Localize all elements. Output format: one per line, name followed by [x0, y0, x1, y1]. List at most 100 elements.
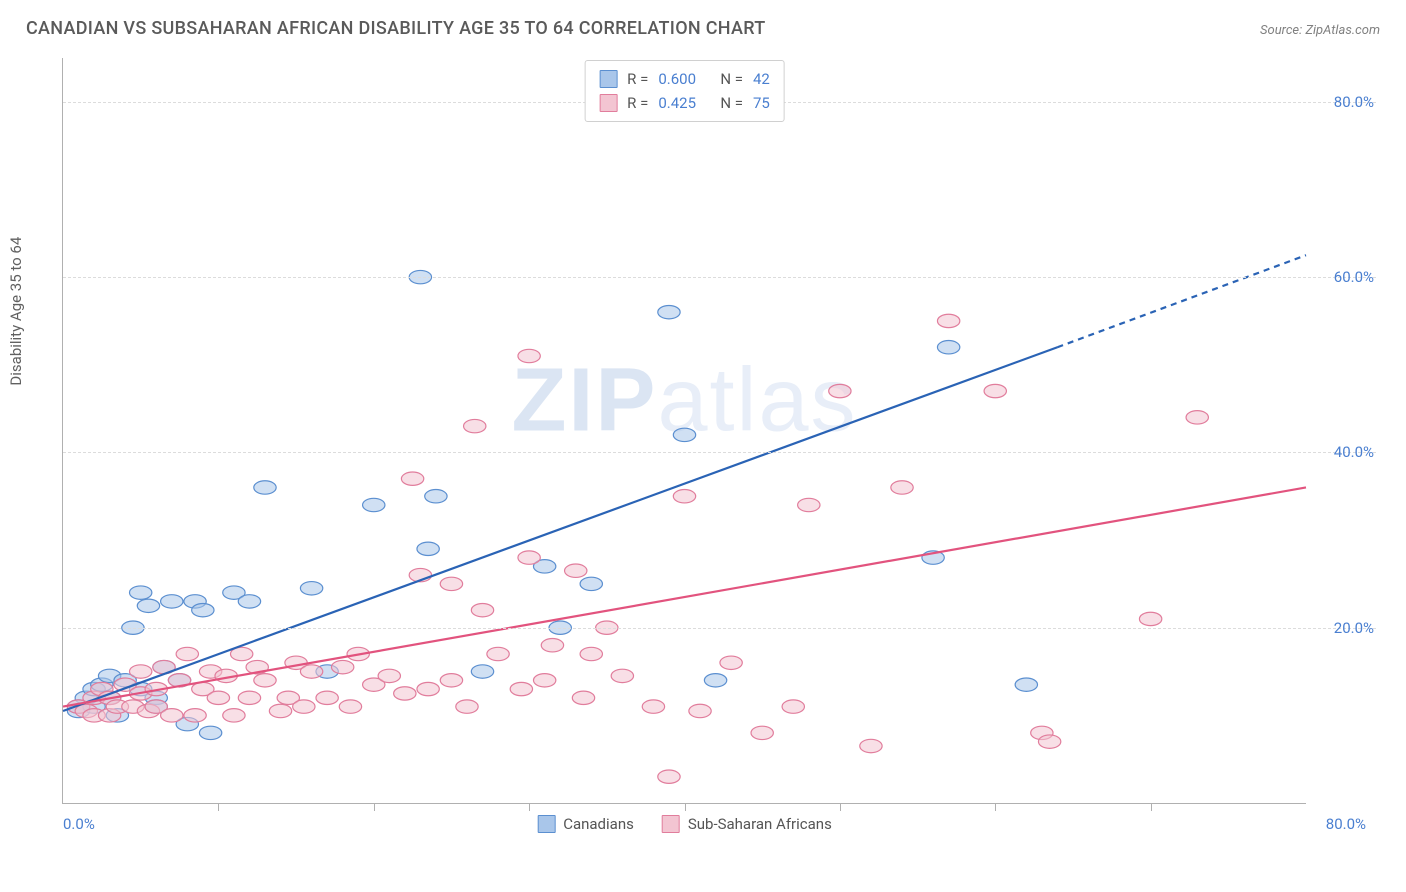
- scatter-point-subsaharan: [339, 700, 361, 713]
- source-attribution: Source: ZipAtlas.com: [1260, 23, 1380, 38]
- scatter-point-subsaharan: [1186, 411, 1208, 424]
- scatter-point-subsaharan: [541, 639, 563, 652]
- x-tick: [840, 803, 841, 811]
- scatter-point-subsaharan: [331, 660, 353, 673]
- scatter-point-canadians: [130, 586, 152, 599]
- source-name: ZipAtlas.com: [1305, 23, 1380, 38]
- scatter-point-canadians: [658, 305, 680, 318]
- scatter-point-subsaharan: [394, 687, 416, 700]
- legend-row-subsaharan: R = 0.425 N = 75: [599, 91, 770, 115]
- scatter-point-subsaharan: [293, 700, 315, 713]
- scatter-point-canadians: [161, 595, 183, 608]
- scatter-point-subsaharan: [751, 726, 773, 739]
- scatter-point-subsaharan: [487, 647, 509, 660]
- scatter-point-subsaharan: [658, 770, 680, 783]
- gridline-h: [63, 277, 1376, 278]
- scatter-point-canadians: [580, 577, 602, 590]
- scatter-point-subsaharan: [378, 669, 400, 682]
- scatter-point-subsaharan: [782, 700, 804, 713]
- scatter-point-canadians: [425, 490, 447, 503]
- series-name: Sub-Saharan Africans: [688, 815, 832, 833]
- chart-title: CANADIAN VS SUBSAHARAN AFRICAN DISABILIT…: [26, 18, 766, 39]
- scatter-point-subsaharan: [860, 739, 882, 752]
- scatter-point-canadians: [1015, 678, 1037, 691]
- scatter-point-subsaharan: [269, 704, 291, 717]
- plot-area: ZIPatlas R =0.600N =42R =0.425N =75 0.0%…: [62, 58, 1306, 804]
- correlation-legend: R = 0.600 N = 42 R = 0.425 N = 75: [584, 60, 785, 122]
- scatter-point-subsaharan: [238, 691, 260, 704]
- scatter-point-subsaharan: [642, 700, 664, 713]
- scatter-point-canadians: [254, 481, 276, 494]
- legend-r-label: R =: [627, 91, 648, 115]
- x-tick: [1151, 803, 1152, 811]
- legend-n-value: 42: [753, 67, 770, 91]
- chart-container: Disability Age 35 to 64 ZIPatlas R =0.60…: [26, 50, 1378, 852]
- scatter-point-canadians: [417, 542, 439, 555]
- scatter-point-canadians: [238, 595, 260, 608]
- scatter-point-subsaharan: [316, 691, 338, 704]
- scatter-point-subsaharan: [580, 647, 602, 660]
- series-legend: Canadians Sub-Saharan Africans: [537, 815, 832, 833]
- scatter-point-canadians: [937, 341, 959, 354]
- scatter-point-subsaharan: [673, 490, 695, 503]
- x-tick: [685, 803, 686, 811]
- scatter-point-subsaharan: [440, 674, 462, 687]
- series-legend-item-canadians: Canadians: [537, 815, 634, 833]
- scatter-point-subsaharan: [1038, 735, 1060, 748]
- legend-n-label: N =: [720, 91, 743, 115]
- scatter-point-subsaharan: [510, 682, 532, 695]
- x-tick: [218, 803, 219, 811]
- scatter-point-subsaharan: [611, 669, 633, 682]
- x-tick: [374, 803, 375, 811]
- legend-r-label: R =: [627, 67, 648, 91]
- legend-r-value: 0.600: [658, 67, 710, 91]
- x-max-label: 80.0%: [1326, 815, 1366, 833]
- y-tick-label: 20.0%: [1334, 619, 1374, 637]
- scatter-point-subsaharan: [565, 564, 587, 577]
- x-origin-label: 0.0%: [63, 815, 95, 833]
- legend-r-value: 0.425: [658, 91, 710, 115]
- scatter-point-canadians: [137, 599, 159, 612]
- scatter-point-subsaharan: [518, 551, 540, 564]
- scatter-point-subsaharan: [464, 419, 486, 432]
- legend-swatch-icon: [537, 815, 555, 833]
- scatter-point-canadians: [704, 674, 726, 687]
- scatter-point-subsaharan: [130, 665, 152, 678]
- y-tick-label: 80.0%: [1334, 93, 1374, 111]
- y-tick-label: 60.0%: [1334, 268, 1374, 286]
- gridline-h: [63, 628, 1376, 629]
- legend-swatch-icon: [599, 94, 617, 112]
- trend-line-canadians: [63, 347, 1057, 711]
- y-axis-label: Disability Age 35 to 64: [7, 237, 25, 386]
- scatter-point-subsaharan: [161, 709, 183, 722]
- scatter-point-subsaharan: [518, 349, 540, 362]
- chart-header: CANADIAN VS SUBSAHARAN AFRICAN DISABILIT…: [26, 18, 1380, 39]
- scatter-point-subsaharan: [417, 682, 439, 695]
- scatter-point-subsaharan: [891, 481, 913, 494]
- legend-n-value: 75: [753, 91, 770, 115]
- scatter-point-canadians: [192, 603, 214, 616]
- scatter-point-canadians: [471, 665, 493, 678]
- scatter-point-subsaharan: [984, 384, 1006, 397]
- scatter-point-subsaharan: [207, 691, 229, 704]
- scatter-point-subsaharan: [572, 691, 594, 704]
- scatter-point-subsaharan: [829, 384, 851, 397]
- scatter-point-subsaharan: [223, 709, 245, 722]
- scatter-point-subsaharan: [401, 472, 423, 485]
- series-name: Canadians: [563, 815, 634, 833]
- scatter-point-canadians: [673, 428, 695, 441]
- scatter-point-subsaharan: [1139, 612, 1161, 625]
- scatter-point-subsaharan: [176, 647, 198, 660]
- legend-n-label: N =: [720, 67, 743, 91]
- scatter-point-subsaharan: [720, 656, 742, 669]
- scatter-point-canadians: [300, 582, 322, 595]
- scatter-point-subsaharan: [689, 704, 711, 717]
- scatter-point-canadians: [363, 498, 385, 511]
- scatter-svg: [63, 58, 1306, 803]
- x-tick: [529, 803, 530, 811]
- scatter-point-subsaharan: [254, 674, 276, 687]
- y-tick-label: 40.0%: [1334, 443, 1374, 461]
- scatter-point-subsaharan: [937, 314, 959, 327]
- scatter-point-subsaharan: [798, 498, 820, 511]
- legend-swatch-icon: [662, 815, 680, 833]
